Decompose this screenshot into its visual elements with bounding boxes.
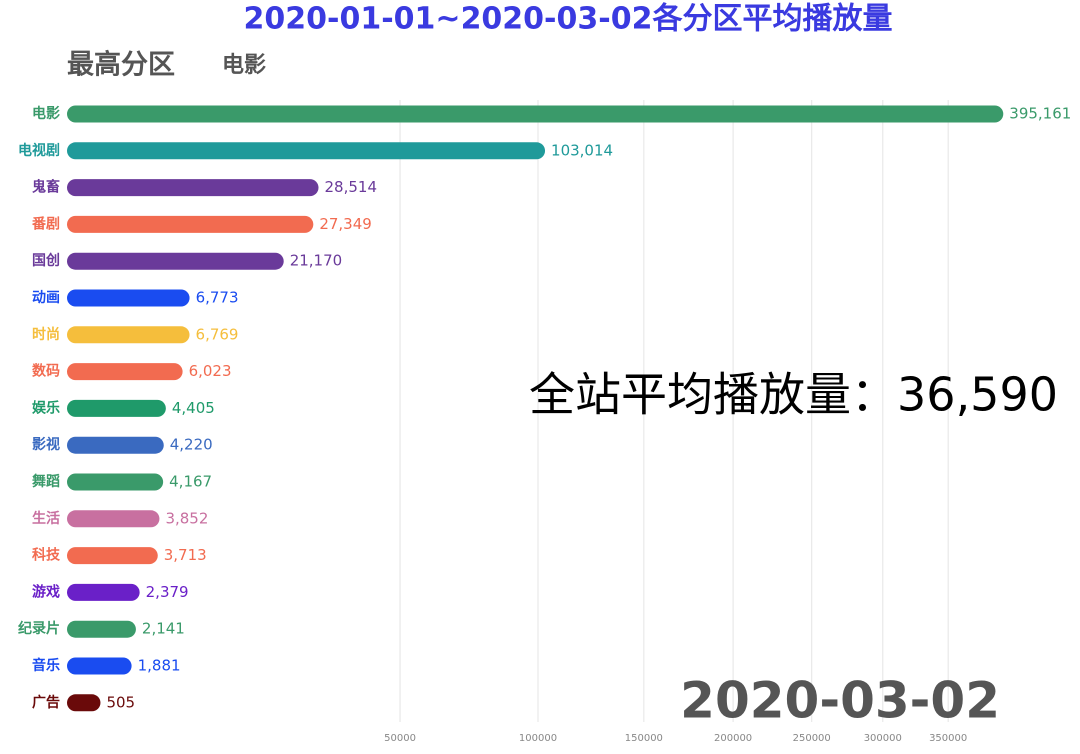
y-tick-label: 动画 [32,289,60,306]
chart-title: 2020-01-01~2020-03-02各分区平均播放量 [244,2,893,37]
bar [67,252,284,270]
y-tick-label: 国创 [32,252,60,269]
bar [67,142,546,160]
grid: 50000 100000 150000 200000 250000 300000 35000… [384,100,967,744]
value-label: 6,769 [196,325,239,343]
bar [67,363,183,381]
bar [67,657,132,675]
value-label: 3,713 [164,546,207,564]
bars: 电影 395,161 电视剧 103,014 鬼畜 28,514 番剧 27,349 国创 21,… [18,105,1071,712]
y-tick-label: 生活 [32,510,60,527]
y-tick-label: 时尚 [32,326,60,343]
value-label: 27,349 [319,215,372,233]
value-label: 21,170 [290,252,343,270]
annotation: 全站平均播放量：36,590 [529,368,1058,422]
bar [67,547,158,565]
bar [67,289,190,307]
x-tick-label: 300000 [864,733,902,744]
x-tick-label: 150000 [625,733,663,744]
bar [67,473,164,491]
date-label: 2020-03-02 [680,672,1000,730]
x-tick-label: 250000 [793,733,831,744]
y-tick-label: 电影 [32,105,60,122]
value-label: 1,881 [138,657,181,675]
y-tick-label: 电视剧 [18,142,60,159]
bar [67,326,190,344]
y-tick-label: 娱乐 [32,399,60,416]
y-tick-label: 纪录片 [18,620,60,637]
x-tick-label: 100000 [519,733,557,744]
value-label: 505 [106,693,135,711]
y-tick-label: 音乐 [32,657,60,674]
value-label: 395,161 [1009,105,1071,123]
x-tick-label: 200000 [714,733,752,744]
bar [67,399,166,417]
leader: 电影 [222,53,266,78]
x-tick-label: 50000 [384,733,416,744]
bar [67,694,101,712]
value-label: 103,014 [551,141,613,159]
bar [67,179,319,197]
y-tick-label: 舞蹈 [32,473,60,490]
value-label: 4,405 [172,399,215,417]
value-label: 6,023 [189,362,232,380]
bar [67,105,1004,123]
value-label: 6,773 [196,289,239,307]
bar [67,436,164,454]
value-label: 2,379 [146,583,189,601]
bar [67,583,140,601]
bar [67,510,160,528]
value-label: 3,852 [165,509,208,527]
value-label: 4,167 [169,473,212,491]
y-tick-label: 鬼畜 [32,179,60,196]
value-label: 4,220 [170,436,213,454]
y-tick-label: 番剧 [31,215,60,232]
leader-label: 最高分区 [67,49,175,81]
bar [67,620,136,638]
value-label: 28,514 [325,178,378,196]
y-tick-label: 科技 [32,547,61,564]
bar [67,215,314,233]
x-tick-label: 350000 [929,733,967,744]
y-tick-label: 数码 [32,363,60,380]
y-tick-label: 影视 [32,436,60,453]
y-tick-label: 游戏 [32,583,60,600]
y-tick-label: 广告 [32,694,60,711]
value-label: 2,141 [142,620,185,638]
